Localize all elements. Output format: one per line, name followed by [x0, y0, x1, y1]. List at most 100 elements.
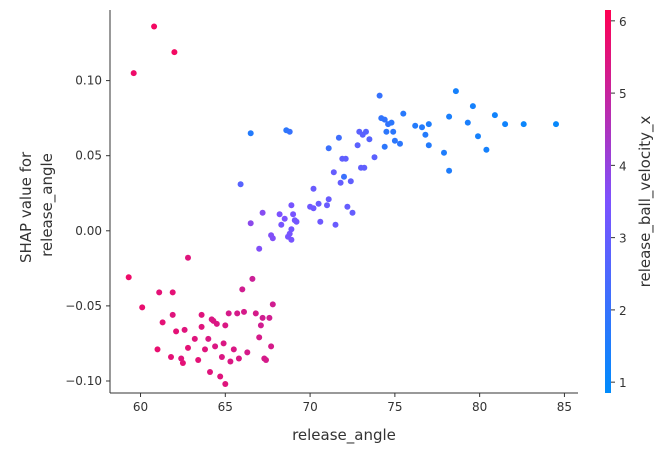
- y-tick-label: 0.10: [75, 74, 102, 88]
- data-point: [230, 346, 237, 353]
- data-point: [169, 311, 176, 318]
- data-point: [130, 70, 137, 77]
- colorbar-tick-label: 4: [619, 159, 627, 173]
- x-tick-label: 85: [557, 400, 572, 414]
- data-point: [422, 131, 429, 138]
- colorbar: [605, 10, 611, 393]
- data-point: [181, 326, 188, 333]
- colorbar-tick-label: 6: [619, 15, 627, 29]
- data-point: [247, 220, 254, 227]
- data-point: [452, 88, 459, 95]
- x-tick-label: 65: [218, 400, 233, 414]
- data-point: [502, 121, 509, 128]
- x-tick-label: 80: [472, 400, 487, 414]
- data-point: [247, 130, 254, 137]
- data-point: [400, 110, 407, 117]
- data-point: [361, 164, 368, 171]
- data-point: [218, 354, 225, 360]
- data-point: [366, 136, 373, 143]
- data-point: [257, 322, 264, 329]
- data-point: [225, 310, 232, 317]
- data-point: [269, 235, 276, 242]
- data-point: [278, 221, 285, 228]
- data-point: [227, 358, 234, 365]
- data-point: [151, 23, 158, 30]
- data-point: [154, 346, 161, 353]
- data-point: [259, 209, 266, 216]
- data-point: [317, 218, 324, 225]
- data-point: [464, 119, 471, 126]
- data-point: [286, 128, 293, 135]
- data-point: [263, 357, 269, 363]
- data-point: [178, 355, 185, 362]
- data-point: [276, 211, 283, 218]
- data-point: [244, 349, 251, 356]
- data-point: [315, 200, 322, 207]
- data-point: [483, 146, 490, 153]
- data-point: [310, 205, 317, 212]
- data-point: [185, 344, 191, 351]
- data-point: [310, 185, 317, 192]
- data-point: [212, 343, 219, 350]
- y-axis-label-line-1: SHAP value for: [17, 151, 35, 263]
- data-point: [237, 181, 244, 188]
- y-tick-label: 0.05: [75, 149, 102, 163]
- data-point: [281, 215, 288, 222]
- x-tick-label: 70: [302, 400, 317, 414]
- data-point: [288, 226, 295, 233]
- axes: [109, 10, 578, 394]
- data-point: [173, 328, 180, 335]
- data-point: [419, 124, 425, 131]
- data-point: [446, 167, 453, 174]
- data-point: [202, 346, 208, 353]
- data-point: [344, 203, 351, 210]
- data-point: [285, 233, 291, 240]
- data-point: [269, 301, 276, 308]
- data-point: [325, 196, 332, 203]
- data-point: [156, 289, 163, 296]
- data-point: [290, 211, 297, 218]
- data-point: [383, 128, 390, 135]
- data-point: [335, 134, 342, 141]
- data-point: [241, 308, 247, 315]
- colorbar-tick-label: 5: [619, 87, 627, 101]
- data-point: [293, 218, 300, 225]
- data-point: [168, 354, 174, 360]
- data-point: [397, 140, 403, 147]
- data-point: [388, 119, 395, 126]
- data-point: [330, 169, 337, 176]
- data-point: [217, 373, 224, 380]
- y-tick-label: −0.10: [65, 374, 102, 388]
- x-tick-label: 60: [133, 400, 148, 414]
- data-point: [139, 304, 146, 311]
- data-point: [342, 155, 349, 162]
- data-point: [205, 335, 212, 342]
- data-point: [207, 369, 213, 375]
- colorbar-label: release_ball_velocity_x: [636, 116, 655, 288]
- x-tick-label: 75: [387, 400, 402, 414]
- data-point: [553, 121, 559, 128]
- data-point: [347, 178, 354, 185]
- data-point: [390, 128, 397, 135]
- data-point: [475, 133, 481, 140]
- data-point: [288, 202, 295, 209]
- data-point: [349, 209, 356, 216]
- data-point: [191, 335, 198, 342]
- data-point: [256, 245, 263, 252]
- data-point: [491, 112, 498, 119]
- data-point: [179, 360, 186, 366]
- data-point: [341, 173, 347, 180]
- data-point: [195, 357, 202, 363]
- data-point: [235, 355, 242, 362]
- data-point: [159, 319, 166, 326]
- y-ticks: −0.10 −0.05 0.00 0.05 0.10: [65, 74, 110, 388]
- data-point: [324, 202, 330, 209]
- data-point: [222, 322, 229, 329]
- y-tick-label: −0.05: [65, 299, 102, 313]
- data-point: [185, 254, 191, 261]
- y-tick-label: 0.00: [75, 224, 102, 238]
- data-point: [198, 311, 205, 318]
- data-point: [354, 142, 361, 149]
- data-point: [220, 340, 227, 347]
- data-point: [376, 92, 383, 99]
